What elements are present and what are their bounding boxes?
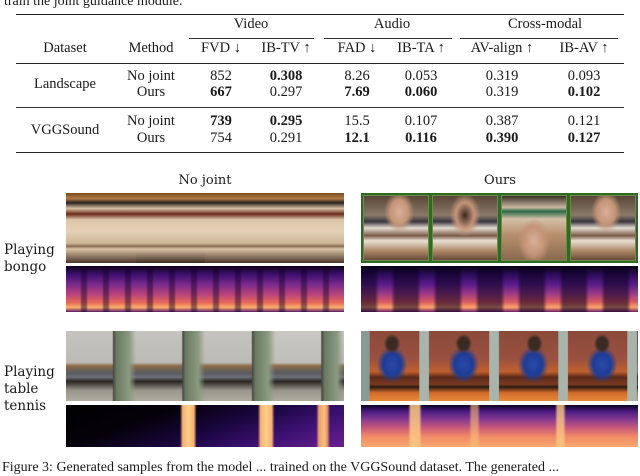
value-cell: 0.107 [404, 113, 438, 129]
value-cell: 0.093 [567, 68, 601, 84]
value-cell-best: 0.390 [485, 130, 519, 146]
video-frame-hands-on-bongo [570, 195, 636, 261]
value-cell-best: 739 [210, 113, 232, 129]
spectrogram-ours-tennis [361, 405, 638, 447]
method-cell: No joint [127, 68, 175, 84]
figure-caption: Figure 3: Generated samples from the mod… [2, 460, 559, 475]
lead-paragraph-fragment: train the joint guidance module. [4, 0, 183, 9]
value-cell: 754 [210, 130, 232, 146]
value-cell: 8.26 [344, 68, 370, 84]
video-frame-bongo-drum [66, 193, 136, 263]
value-cell: 0.319 [485, 84, 519, 100]
dataset-label-vggsound: VGGSound [30, 122, 100, 138]
col-header-ib-av: IB-AV ↑ [559, 40, 609, 56]
method-cell: Ours [136, 130, 166, 146]
value-cell-best: 0.060 [404, 84, 438, 100]
method-cell: No joint [127, 113, 175, 129]
video-frame-player-at-table [430, 331, 500, 401]
value-cell-best: 667 [210, 84, 232, 100]
value-cell: 0.121 [567, 113, 601, 129]
value-cell: 0.291 [269, 130, 303, 146]
table-header-rule [16, 63, 624, 64]
col-header-method: Method [128, 40, 174, 56]
value-cell: 852 [210, 68, 232, 84]
video-frame-player-at-table [361, 331, 431, 401]
value-cell-best: 0.127 [567, 130, 601, 146]
value-cell: 0.297 [269, 84, 303, 100]
video-frame-player-at-table [499, 331, 569, 401]
video-frames-ours-tennis [361, 331, 638, 401]
col-header-ib-tv: IB-TV ↑ [261, 40, 311, 56]
table-top-rule [16, 14, 624, 16]
video-frame-empty-tennis-table [135, 331, 205, 401]
value-cell: 0.387 [485, 113, 519, 129]
value-cell-best: 0.295 [269, 113, 303, 129]
table-dataset-rule [16, 107, 624, 108]
col-header-av-align: AV-align ↑ [470, 40, 534, 56]
value-cell: 0.319 [485, 68, 519, 84]
col-header-ib-ta: IB-TA ↑ [397, 40, 445, 56]
value-cell-best: 7.69 [344, 84, 370, 100]
panel-title-no-joint: No joint [178, 173, 232, 188]
dataset-label-landscape: Landscape [34, 76, 96, 92]
row-label-playing-table-tennis: Playing table tennis [4, 364, 55, 414]
value-cell-best: 0.102 [567, 84, 601, 100]
video-frame-empty-tennis-table [66, 331, 136, 401]
group-underline-audio [324, 38, 452, 39]
group-header-video: Video [233, 16, 269, 32]
video-frame-player-at-table [568, 331, 638, 401]
col-header-fvd: FVD ↓ [201, 40, 241, 56]
video-frame-bongo-drum [274, 193, 344, 263]
value-cell: 15.5 [344, 113, 370, 129]
panel-title-ours: Ours [484, 173, 516, 188]
row-label-playing-bongo: Playing bongo [4, 242, 55, 275]
video-frame-empty-tennis-table [274, 331, 344, 401]
col-header-dataset: Dataset [43, 40, 87, 56]
group-header-cross-modal: Cross-modal [507, 16, 583, 32]
value-cell: 0.053 [404, 68, 438, 84]
video-frame-empty-tennis-table [205, 331, 275, 401]
col-header-fad: FAD ↓ [337, 40, 377, 56]
spectrogram-ours-bongo [361, 266, 638, 312]
method-cell: Ours [136, 84, 166, 100]
video-frames-nojoint-tennis [66, 331, 344, 401]
spectrogram-nojoint-bongo [66, 266, 344, 312]
group-underline-cross-modal [460, 38, 618, 39]
video-frames-nojoint-bongo [66, 193, 344, 263]
group-underline-video [189, 38, 314, 39]
video-frame-bongo-drum [135, 193, 205, 263]
spectrogram-nojoint-tennis [66, 405, 344, 447]
value-cell-best: 0.308 [269, 68, 303, 84]
video-frame-hands-on-bongo [363, 195, 429, 261]
video-frame-hands-on-bongo [501, 195, 567, 261]
value-cell-best: 12.1 [344, 130, 370, 146]
value-cell-best: 0.116 [405, 130, 437, 146]
table-bottom-rule [16, 152, 624, 154]
video-frame-hands-on-bongo [432, 195, 498, 261]
video-frames-ours-bongo [361, 193, 638, 263]
video-frame-bongo-drum [205, 193, 275, 263]
group-header-audio: Audio [373, 16, 411, 32]
